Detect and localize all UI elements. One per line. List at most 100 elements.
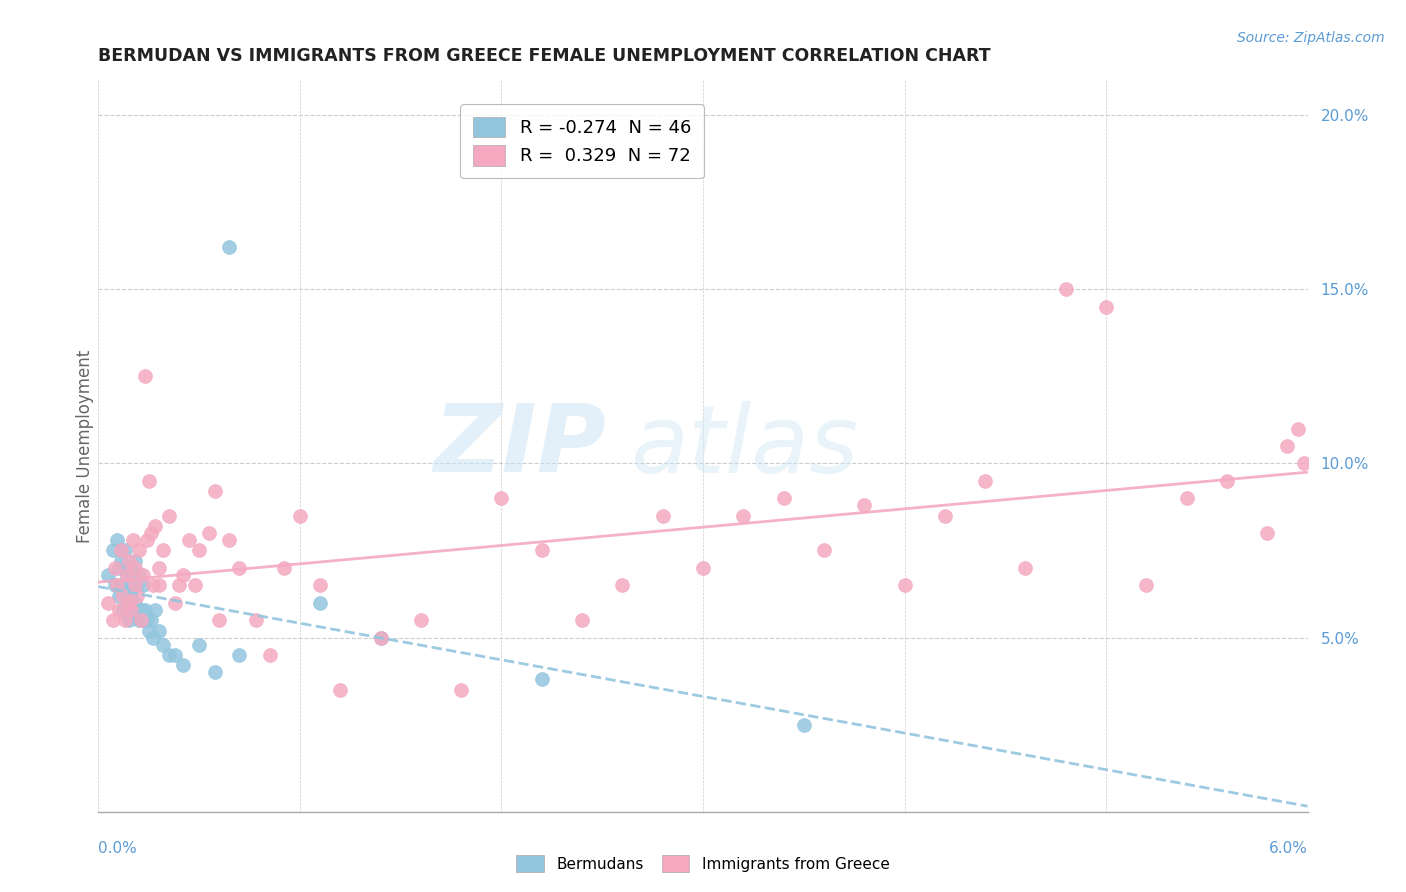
Point	[132, 567, 155, 582]
Point	[245, 613, 267, 627]
Point	[1277, 439, 1299, 453]
Point	[132, 578, 155, 592]
Point	[530, 543, 553, 558]
Point	[1135, 578, 1157, 592]
Point	[612, 578, 634, 592]
Point	[124, 596, 146, 610]
Point	[107, 589, 129, 603]
Point	[571, 613, 593, 627]
Point	[118, 596, 141, 610]
Point	[135, 533, 157, 547]
Point	[491, 491, 513, 506]
Point	[121, 578, 143, 592]
Point	[179, 533, 201, 547]
Point	[143, 603, 166, 617]
Text: Source: ZipAtlas.com: Source: ZipAtlas.com	[1237, 31, 1385, 45]
Point	[309, 578, 332, 592]
Point	[148, 578, 170, 592]
Point	[110, 543, 132, 558]
Point	[218, 533, 240, 547]
Point	[103, 561, 125, 575]
Point	[115, 567, 138, 582]
Point	[148, 624, 170, 638]
Point	[1014, 561, 1036, 575]
Point	[1292, 457, 1315, 471]
Point	[142, 631, 165, 645]
Point	[134, 603, 156, 617]
Point	[105, 578, 128, 592]
Point	[198, 526, 221, 541]
Point	[651, 508, 673, 523]
Point	[120, 567, 142, 582]
Point	[1175, 491, 1198, 506]
Point	[733, 508, 755, 523]
Point	[188, 638, 211, 652]
Point	[228, 561, 250, 575]
Point	[110, 554, 132, 568]
Point	[121, 603, 143, 617]
Point	[107, 603, 129, 617]
Y-axis label: Female Unemployment: Female Unemployment	[76, 350, 94, 542]
Point	[1216, 474, 1239, 488]
Point	[118, 561, 141, 575]
Point	[934, 508, 956, 523]
Point	[152, 543, 174, 558]
Point	[128, 567, 150, 582]
Point	[157, 508, 180, 523]
Point	[309, 596, 332, 610]
Point	[128, 613, 150, 627]
Point	[1256, 526, 1278, 541]
Point	[125, 578, 148, 592]
Point	[370, 631, 392, 645]
Text: ZIP: ZIP	[433, 400, 606, 492]
Point	[204, 665, 226, 680]
Point	[135, 613, 157, 627]
Legend: Bermudans, Immigrants from Greece: Bermudans, Immigrants from Greece	[509, 847, 897, 880]
Point	[184, 578, 207, 592]
Point	[107, 561, 129, 575]
Point	[692, 561, 714, 575]
Point	[974, 474, 997, 488]
Point	[120, 603, 142, 617]
Point	[115, 567, 138, 582]
Text: 6.0%: 6.0%	[1268, 841, 1308, 856]
Point	[139, 526, 162, 541]
Point	[218, 240, 240, 254]
Point	[120, 589, 142, 603]
Point	[115, 596, 138, 610]
Point	[97, 567, 120, 582]
Point	[793, 717, 815, 731]
Point	[124, 578, 146, 592]
Point	[172, 658, 194, 673]
Point	[772, 491, 794, 506]
Point	[134, 369, 156, 384]
Point	[1095, 300, 1118, 314]
Text: atlas: atlas	[630, 401, 859, 491]
Point	[208, 613, 231, 627]
Point	[105, 533, 128, 547]
Point	[370, 631, 392, 645]
Point	[138, 474, 160, 488]
Point	[142, 578, 165, 592]
Point	[124, 561, 146, 575]
Point	[143, 519, 166, 533]
Point	[152, 638, 174, 652]
Point	[101, 613, 124, 627]
Point	[148, 561, 170, 575]
Point	[273, 561, 295, 575]
Point	[188, 543, 211, 558]
Point	[1286, 421, 1309, 435]
Point	[114, 543, 136, 558]
Text: BERMUDAN VS IMMIGRANTS FROM GREECE FEMALE UNEMPLOYMENT CORRELATION CHART: BERMUDAN VS IMMIGRANTS FROM GREECE FEMAL…	[98, 47, 991, 65]
Point	[121, 533, 143, 547]
Point	[97, 596, 120, 610]
Point	[450, 682, 472, 697]
Point	[1054, 282, 1077, 296]
Point	[228, 648, 250, 662]
Point	[110, 578, 132, 592]
Point	[163, 648, 186, 662]
Point	[111, 589, 134, 603]
Point	[111, 603, 134, 617]
Point	[132, 613, 155, 627]
Point	[530, 673, 553, 687]
